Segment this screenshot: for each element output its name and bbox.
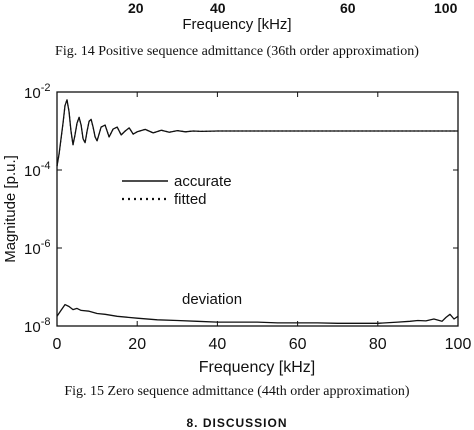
x-tick-label-20: 20 [128,336,146,353]
series-fitted-line [56,99,458,167]
legend: accurate fitted [122,173,232,208]
x-tick-label-100: 100 [445,336,472,353]
deviation-annotation: deviation [182,291,242,308]
prev-fig-tick-100: 100 [434,0,458,16]
prev-fig-tick-40: 40 [210,0,226,16]
series-deviation-line [56,303,459,324]
y-tick-labels: 10-2 10-4 10-6 10-8 [24,82,50,336]
prev-fig-tick-60: 60 [340,0,356,16]
y-tick-label--6: 10-6 [24,238,50,258]
series-accurate-line [56,99,458,167]
fig15-caption: Fig. 15 Zero sequence admittance (44th o… [64,384,410,399]
x-tick-label-60: 60 [289,336,307,353]
y-axis-title: Magnitude [p.u.] [2,155,19,263]
x-tick-labels: 0 20 40 60 80 100 [53,336,472,353]
x-tick-label-0: 0 [53,336,62,353]
x-axis-title: Frequency [kHz] [199,359,315,376]
prev-fig-tick-20: 20 [128,0,144,16]
legend-fitted-label: fitted [174,191,207,208]
y-tick-label--8: 10-8 [24,316,50,336]
legend-accurate-label: accurate [174,173,232,190]
plot-frame [56,91,459,327]
y-tick-label--2: 10-2 [24,82,50,102]
x-tick-label-80: 80 [369,336,387,353]
prev-fig-x-axis-title: Frequency [kHz] [182,16,292,33]
y-tick-label--4: 10-4 [24,160,50,180]
x-tick-label-40: 40 [209,336,227,353]
series-layer [56,99,459,324]
fig14-caption: Fig. 14 Positive sequence admittance (36… [55,44,419,59]
section-heading: 8. DISCUSSION [186,416,288,430]
